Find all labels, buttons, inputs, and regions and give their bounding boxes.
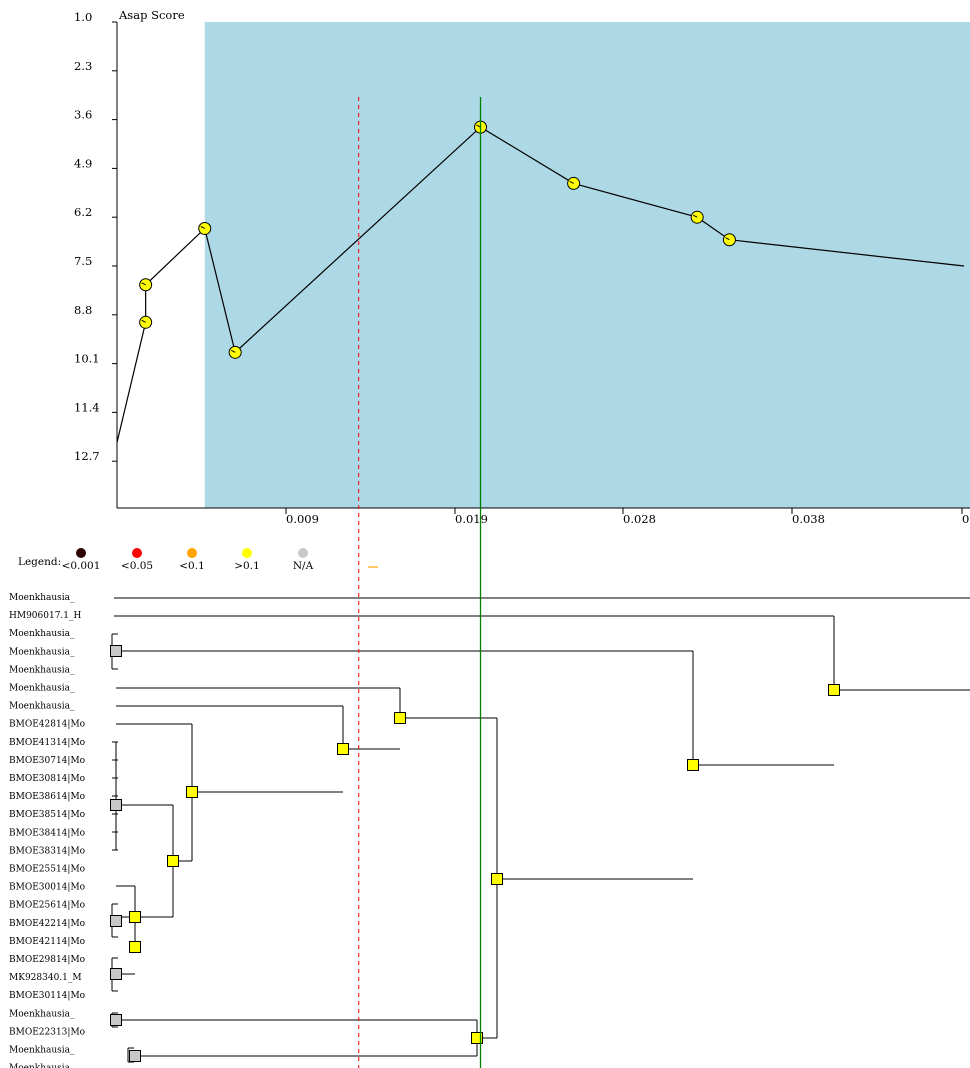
- x-ticks: 0.009 0.019 0.028 0.038 0: [285, 508, 969, 526]
- tree-leaf-label: Moenkhausia_: [9, 702, 75, 712]
- tree-node-significant: [337, 743, 349, 755]
- tree-leaf-label: BMOE38614|Mo: [9, 792, 85, 802]
- tree-node-significant: [186, 786, 198, 798]
- y-tick-label: 1.0: [74, 10, 92, 24]
- legend-label: N/A: [293, 560, 314, 572]
- y-tick-label: 2.3: [74, 59, 92, 73]
- tree-leaf-label: Moenkhausia_: [9, 629, 75, 639]
- tree-node-na: [110, 799, 122, 811]
- x-tick-label: 0.019: [455, 512, 488, 526]
- point-tick: [725, 237, 730, 241]
- y-tick-label: 6.2: [74, 205, 92, 219]
- tree-leaf-label: Moenkhausia_: [9, 665, 75, 675]
- asap-points: [139, 120, 736, 359]
- point-tick: [569, 180, 574, 184]
- y-tick-label: 7.5: [74, 254, 92, 268]
- y-tick-label: 12.7: [74, 449, 100, 463]
- x-tick-label: 0.028: [623, 512, 656, 526]
- tree-node-significant: [394, 712, 406, 724]
- tree-node-significant: [828, 684, 840, 696]
- legend-label: >0.1: [234, 560, 260, 572]
- legend: Legend: <0.001 <0.05 <0.1 >0.1 N/A: [18, 548, 314, 572]
- tree-leaf-label: BMOE30814|Mo: [9, 774, 85, 784]
- y-axis-title: Asap Score: [118, 8, 185, 22]
- tree-node-significant: [129, 911, 141, 923]
- point-tick: [141, 282, 146, 286]
- legend-label: <0.001: [62, 560, 101, 572]
- y-tick-label: 8.8: [74, 303, 92, 317]
- legend-label: <0.05: [121, 560, 153, 572]
- tree-nodes: [110, 645, 840, 1062]
- legend-swatch: [298, 548, 308, 558]
- x-tick-label: 0.038: [792, 512, 825, 526]
- tree-node-na: [129, 1050, 141, 1062]
- tree-leaf-label: BMOE29814|Mo: [9, 955, 85, 965]
- tree-leaf-label: BMOE38514|Mo: [9, 810, 85, 820]
- tree-leaf-label: MK928340.1_M: [9, 973, 82, 983]
- legend-swatch: [132, 548, 142, 558]
- tree-leaf-label: BMOE38314|Mo: [9, 846, 85, 856]
- tree-branches: [111, 597, 970, 1063]
- tree-node-significant: [167, 855, 179, 867]
- point-tick: [476, 124, 481, 128]
- legend-swatch: [76, 548, 86, 558]
- tree-leaf-label: BMOE25614|Mo: [9, 901, 85, 911]
- tree-leaf-label: BMOE42214|Mo: [9, 919, 85, 929]
- legend-swatch: [242, 548, 252, 558]
- y-ticks: 1.0 2.3 3.6 4.9 6.2 7.5 8.8 10.1 11.4 12.7: [74, 10, 117, 463]
- tree-node-na: [110, 1014, 122, 1026]
- tree-node-significant: [491, 873, 503, 885]
- tree-leaf-label: Moenkhausia_: [9, 1046, 75, 1056]
- tree-labels: Moenkhausia_ HM906017.1_H Moenkhausia_ Moen…: [9, 593, 85, 1068]
- tree-leaf-label: Moenkhausia_: [9, 1009, 75, 1019]
- asap-score-line: [116, 126, 965, 443]
- y-tick-label: 10.1: [74, 352, 100, 366]
- tree-leaf-label: Moenkhausia_: [9, 684, 75, 694]
- tree-node-significant: [687, 759, 699, 771]
- point-tick: [141, 319, 146, 323]
- tree-node-significant: [129, 941, 141, 953]
- tree-leaf-label: BMOE30114|Mo: [9, 991, 85, 1001]
- tree-leaf-label: BMOE25514|Mo: [9, 865, 85, 875]
- tree-node-na: [110, 968, 122, 980]
- tree-leaf-label: BMOE22313|Mo: [9, 1027, 85, 1037]
- legend-swatch: [187, 548, 197, 558]
- tree-leaf-label: BMOE30714|Mo: [9, 756, 85, 766]
- tree-node-na: [110, 915, 122, 927]
- point-tick: [230, 349, 236, 353]
- tree-leaf-label: BMOE42114|Mo: [9, 937, 85, 947]
- y-tick-label: 11.4: [74, 400, 100, 414]
- tree-leaf-label: Moenkhausia_: [9, 1064, 75, 1068]
- x-tick-label: 0.009: [286, 512, 319, 526]
- tree-leaf-label: Moenkhausia_: [9, 593, 75, 603]
- tree-leaf-label: BMOE42814|Mo: [9, 720, 85, 730]
- point-tick: [692, 214, 698, 218]
- y-tick-label: 4.9: [74, 156, 92, 170]
- tree-leaf-label: BMOE41314|Mo: [9, 738, 85, 748]
- legend-label: <0.1: [179, 560, 205, 572]
- x-tick-label: 0: [962, 512, 969, 526]
- point-tick: [200, 226, 205, 229]
- tree-leaf-label: BMOE38414|Mo: [9, 828, 85, 838]
- tree-node-significant: [471, 1032, 483, 1044]
- tree-node-na: [110, 645, 122, 657]
- tree-leaf-label: HM906017.1_H: [9, 611, 82, 621]
- y-tick-label: 3.6: [74, 108, 92, 122]
- highlight-region: [204, 22, 970, 508]
- tree-leaf-label: Moenkhausia_: [9, 647, 75, 657]
- tree-leaf-label: BMOE30014|Mo: [9, 883, 85, 893]
- legend-title: Legend:: [18, 556, 61, 568]
